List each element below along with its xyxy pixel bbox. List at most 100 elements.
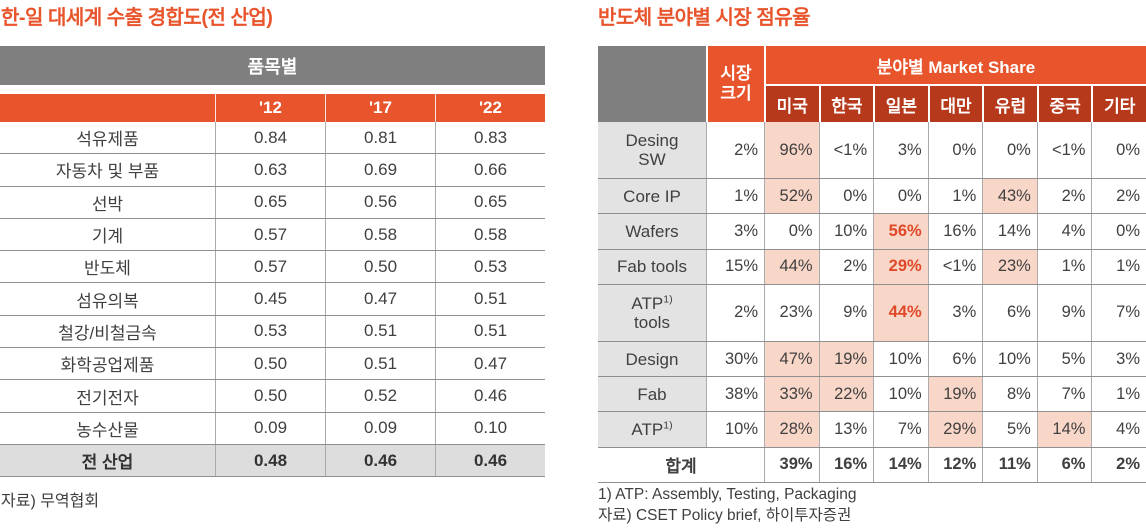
row-label: 화학공업제품 [60,356,155,376]
cell-value: 0% [818,179,874,214]
row-label: Wafers [598,214,706,249]
row-label: Fab tools [598,249,706,284]
cell-value: 1% [927,179,983,214]
cell-value: 0.46 [325,444,435,477]
cell-value: 9% [818,284,874,341]
cell-value: 11% [982,447,1037,483]
cell-value: 0.58 [435,218,545,251]
market-size-value: 2% [706,122,764,178]
cell-value: 1% [1091,377,1146,412]
cell-value: 0.50 [215,348,325,380]
cell-value: 7% [1036,377,1092,412]
market-share-group-header: 분야별 Market Share [764,46,1146,84]
cell-value: 5% [1036,341,1092,377]
row-label: 전기전자 [76,388,139,408]
right-footnotes: 1) ATP: Assembly, Testing, Packaging 자료)… [598,484,856,526]
cell-value: 0.51 [435,315,545,348]
cell-value: 44% [873,284,928,341]
table-row: 반도체 0.57 0.50 0.53 [0,251,545,284]
cell-value: 47% [764,341,819,377]
market-size-value: 30% [706,341,764,377]
header-corner-cell [598,46,706,122]
market-size-line2: 크기 [720,84,752,103]
cell-value: 29% [927,412,983,447]
cell-value: 0.46 [435,380,545,412]
row-label: Design [598,341,706,377]
cell-value: 0.57 [215,251,325,283]
row-label: Desing SW [598,122,706,178]
year-header-row: '12 '17 '22 [0,94,545,122]
cell-value: 2% [818,249,874,284]
left-source-note: 자료) 무역협회 [1,493,100,510]
table-row: 기계 0.57 0.58 0.58 [0,218,545,252]
cell-value: <1% [927,249,983,284]
items-group-header: 품목별 [0,46,545,85]
cell-value: 10% [873,377,928,412]
cell-value: 0.83 [435,122,545,154]
cell-value: 0.57 [215,218,325,251]
cell-value: 14% [982,214,1037,249]
row-label: 반도체 [84,259,131,279]
row-label: 전 산업 [81,453,134,473]
table-row: Core IP 1% 52% 0% 0% 1% 43% 2% 2% [598,179,1146,215]
row-label: Fab [598,377,706,412]
cell-value: 4% [1036,214,1092,249]
table-row: 전기전자 0.50 0.52 0.46 [0,380,545,413]
cell-value: 0.52 [325,380,435,412]
country-header-korea: 한국 [818,84,874,122]
cell-value: 3% [927,284,983,341]
table-row: Desing SW 2% 96% <1% 3% 0% 0% <1% 0% [598,122,1146,179]
country-header-usa: 미국 [764,84,819,122]
cell-value: 43% [982,179,1037,214]
cell-value: 3% [873,122,928,178]
cell-value: 44% [764,249,819,284]
cell-value: 33% [764,377,819,412]
cell-value: 23% [764,284,819,341]
market-size-value: 15% [706,249,764,284]
left-table-title: 한-일 대세계 수출 경합도(전 산업) [1,7,273,29]
cell-value: 5% [982,412,1037,447]
table-row: Fab 38% 33% 22% 10% 19% 8% 7% 1% [598,377,1146,413]
cell-value: 7% [1091,284,1146,341]
total-label: 합계 [598,447,764,483]
row-label: 석유제품 [76,130,139,150]
cell-value: 0.65 [435,186,545,218]
row-label: ATP1) [598,412,706,447]
cell-value: 0.51 [325,315,435,348]
cell-value: 0.09 [325,412,435,444]
cell-value: 0.51 [435,283,545,315]
cell-value: 1% [1091,249,1146,284]
cell-value: 19% [927,377,983,412]
cell-value: 10% [873,341,928,377]
total-row: 합계 39% 16% 14% 12% 11% 6% 2% [598,447,1146,484]
cell-value: 0.53 [435,251,545,283]
table-row: 섬유의복 0.45 0.47 0.51 [0,283,545,316]
cell-value: 0.10 [435,412,545,444]
column-header-12: '12 [215,94,325,122]
row-label: 선박 [91,194,124,214]
cell-value: 0.66 [435,154,545,186]
cell-value: 0.63 [215,154,325,186]
cell-value: 0.51 [325,348,435,380]
table-row: Fab tools 15% 44% 2% 29% <1% 23% 1% 1% [598,249,1146,285]
cell-value: 0.50 [325,251,435,283]
cell-value: 0.56 [325,186,435,218]
cell-value: 0.58 [325,218,435,251]
cell-value: 2% [1091,447,1146,483]
table-row: 자동차 및 부품 0.63 0.69 0.66 [0,154,545,187]
cell-value: 52% [764,179,819,214]
cell-value: 0.09 [215,412,325,444]
cell-value: 56% [873,214,928,249]
table-row: 철강/비철금속 0.53 0.51 0.51 [0,315,545,349]
right-table-title: 반도체 분야별 시장 점유율 [598,7,811,29]
cell-value: 0% [764,214,819,249]
cell-value: 16% [818,447,874,483]
cell-value: 0.81 [325,122,435,154]
export-competition-table: '12 '17 '22 석유제품 0.84 0.81 0.83 자동차 및 부품 0.63… [0,94,545,478]
row-label: Core IP [598,179,706,214]
cell-value: 29% [873,249,928,284]
cell-value: 0.69 [325,154,435,186]
cell-value: 0% [1091,214,1146,249]
cell-value: 6% [1036,447,1092,483]
